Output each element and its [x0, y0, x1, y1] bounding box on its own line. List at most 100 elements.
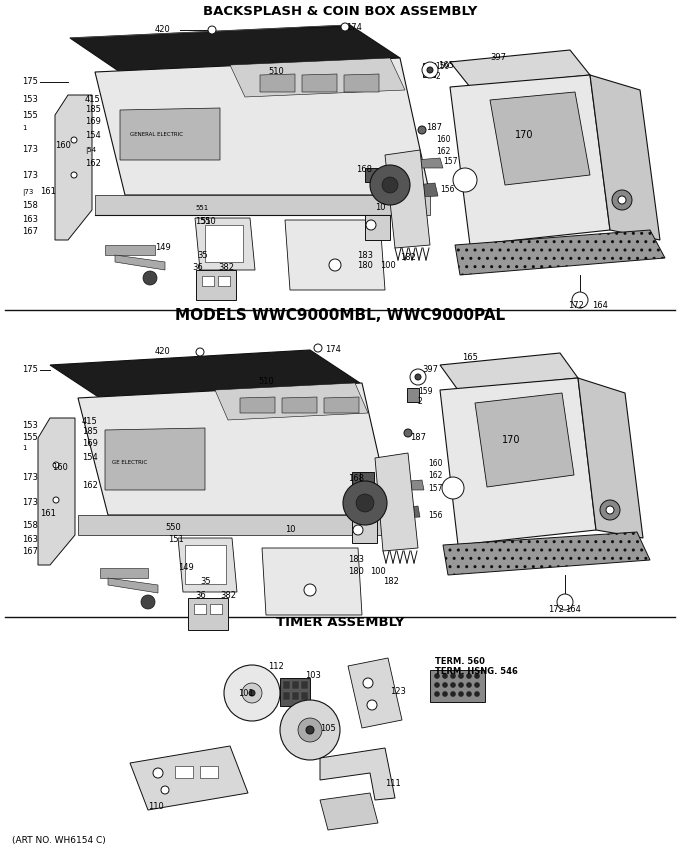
Text: 185: 185	[82, 428, 98, 437]
Circle shape	[153, 768, 163, 778]
Polygon shape	[195, 218, 255, 270]
Circle shape	[353, 525, 363, 535]
Text: 162: 162	[428, 470, 443, 480]
Circle shape	[427, 67, 433, 73]
Circle shape	[618, 196, 626, 204]
Circle shape	[382, 177, 398, 193]
Text: 510: 510	[268, 68, 284, 76]
Text: 36: 36	[195, 591, 206, 599]
Text: 160: 160	[52, 463, 68, 473]
Text: 1: 1	[22, 125, 27, 131]
Circle shape	[422, 62, 438, 78]
Circle shape	[161, 786, 169, 794]
Polygon shape	[440, 378, 596, 545]
Text: 155: 155	[22, 433, 38, 443]
Polygon shape	[455, 230, 665, 275]
Polygon shape	[196, 270, 236, 300]
Circle shape	[475, 692, 479, 697]
Circle shape	[435, 692, 439, 697]
Polygon shape	[292, 692, 299, 700]
Polygon shape	[360, 472, 374, 486]
Polygon shape	[205, 225, 243, 262]
Text: 103: 103	[305, 670, 321, 680]
Polygon shape	[95, 195, 430, 215]
Polygon shape	[415, 158, 443, 168]
Text: 160: 160	[436, 135, 450, 144]
Text: 110: 110	[148, 801, 164, 811]
Polygon shape	[202, 276, 214, 286]
Circle shape	[435, 674, 439, 679]
Text: 415: 415	[82, 417, 98, 427]
Polygon shape	[385, 150, 430, 248]
Text: 185: 185	[85, 105, 101, 115]
Polygon shape	[301, 692, 308, 700]
Polygon shape	[240, 397, 275, 413]
Circle shape	[71, 137, 77, 143]
Text: TERM. HSNG. 546: TERM. HSNG. 546	[435, 667, 518, 675]
Polygon shape	[324, 397, 359, 413]
Polygon shape	[490, 92, 590, 185]
Polygon shape	[365, 215, 390, 240]
Circle shape	[458, 674, 464, 679]
Circle shape	[442, 477, 464, 499]
Text: 169: 169	[82, 439, 98, 449]
Circle shape	[600, 500, 620, 520]
Text: 153: 153	[22, 96, 38, 104]
Polygon shape	[283, 692, 290, 700]
Polygon shape	[443, 532, 650, 575]
Text: 35: 35	[197, 251, 207, 260]
Polygon shape	[450, 50, 590, 87]
Circle shape	[141, 595, 155, 609]
Circle shape	[475, 682, 479, 687]
Circle shape	[224, 665, 280, 721]
Polygon shape	[260, 74, 295, 92]
Text: 10: 10	[285, 526, 296, 534]
Polygon shape	[375, 453, 418, 551]
Text: 162: 162	[436, 148, 450, 156]
Polygon shape	[407, 388, 419, 402]
Circle shape	[370, 165, 410, 205]
Text: BACKSPLASH & COIN BOX ASSEMBLY: BACKSPLASH & COIN BOX ASSEMBLY	[203, 5, 477, 19]
Circle shape	[71, 172, 77, 178]
Polygon shape	[185, 545, 226, 584]
Text: 1: 1	[22, 445, 27, 451]
Polygon shape	[283, 681, 290, 689]
Polygon shape	[423, 63, 435, 77]
Text: 382: 382	[220, 591, 236, 599]
Polygon shape	[320, 748, 395, 800]
Polygon shape	[262, 548, 362, 615]
Circle shape	[356, 494, 374, 512]
Text: 151: 151	[195, 217, 211, 227]
Circle shape	[458, 682, 464, 687]
Text: TERM. 560: TERM. 560	[435, 657, 485, 665]
Text: 154: 154	[82, 452, 98, 462]
Text: 164: 164	[565, 605, 581, 615]
Text: 187: 187	[410, 433, 426, 441]
Text: (ART NO. WH6154 C): (ART NO. WH6154 C)	[12, 835, 106, 845]
Text: 175: 175	[22, 365, 38, 374]
Text: 165: 165	[462, 353, 478, 363]
Polygon shape	[352, 472, 366, 486]
Text: 168: 168	[356, 166, 372, 174]
Circle shape	[196, 348, 204, 356]
Text: 172: 172	[548, 605, 564, 615]
Polygon shape	[590, 75, 660, 240]
Text: 172: 172	[568, 300, 584, 310]
Text: 170: 170	[502, 435, 520, 445]
Text: 173: 173	[22, 170, 38, 180]
Polygon shape	[398, 506, 420, 518]
Text: 183: 183	[357, 251, 373, 260]
Circle shape	[435, 682, 439, 687]
Polygon shape	[230, 58, 405, 97]
Text: 101: 101	[238, 688, 254, 698]
Text: 510: 510	[258, 378, 274, 386]
Text: 100: 100	[380, 261, 396, 269]
Polygon shape	[285, 220, 385, 290]
Circle shape	[453, 168, 477, 192]
Text: 2: 2	[418, 398, 423, 406]
Polygon shape	[200, 766, 218, 778]
Text: 170: 170	[515, 130, 534, 140]
Text: 157: 157	[428, 483, 443, 492]
Polygon shape	[188, 598, 228, 630]
Polygon shape	[130, 746, 248, 810]
